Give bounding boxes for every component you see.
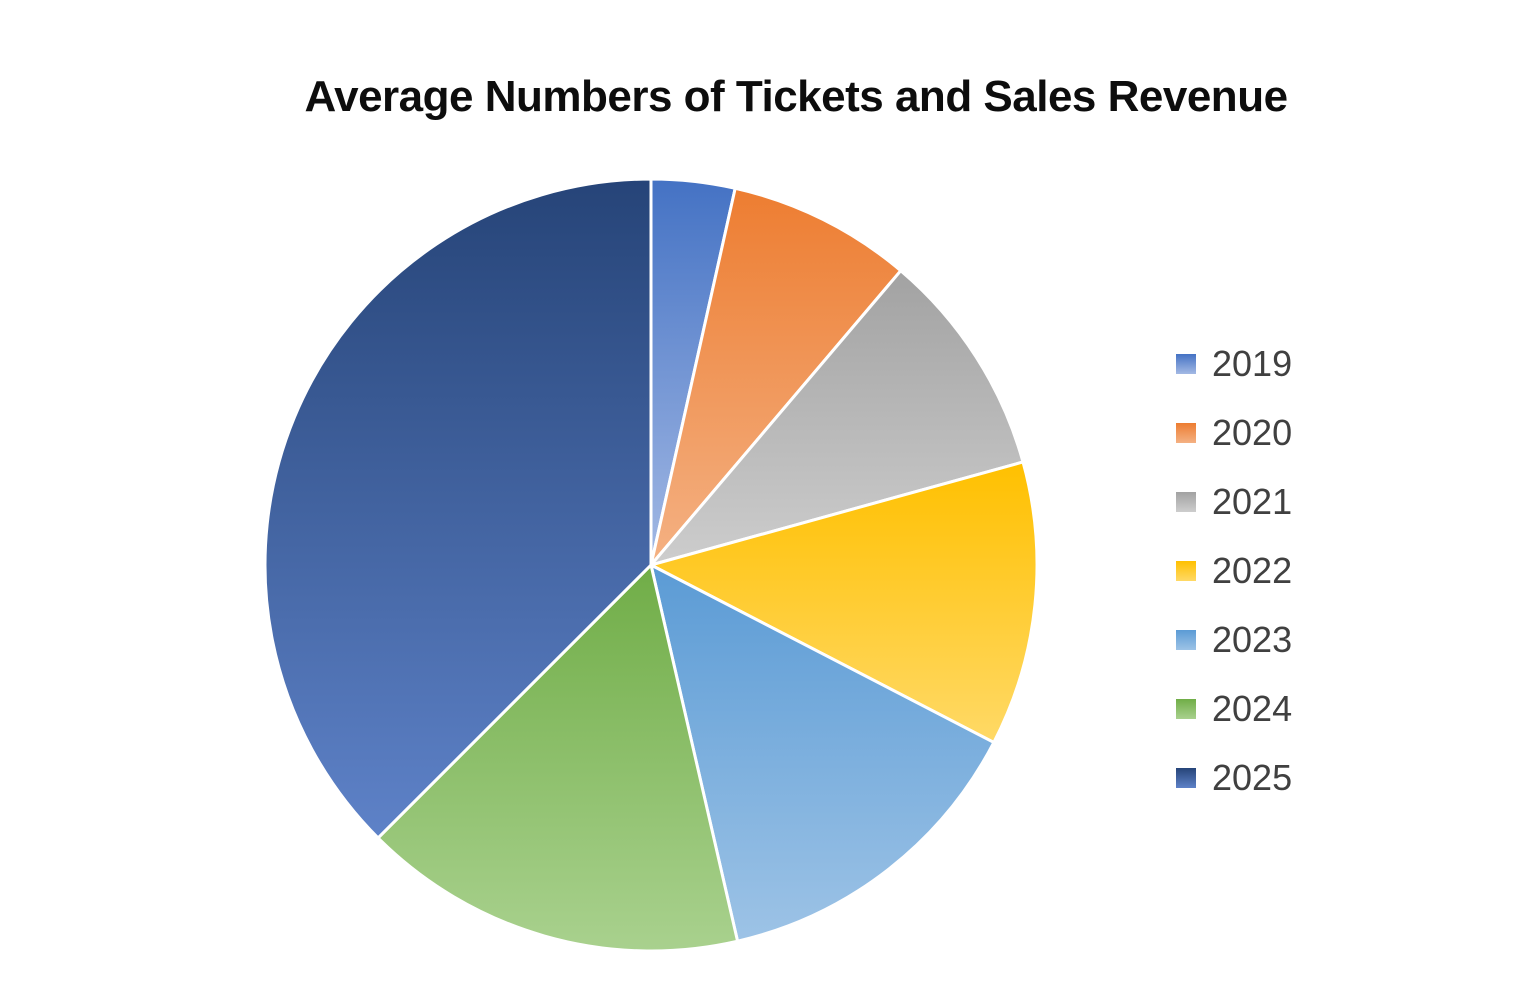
pie-slice-2025 (263, 177, 653, 840)
legend-label-2022: 2022 (1212, 549, 1293, 591)
pie-slice-2024 (376, 563, 740, 953)
legend-swatch-2021 (1176, 491, 1196, 512)
pie-slice-2021 (649, 269, 1025, 567)
legend-label-2021: 2021 (1212, 480, 1293, 522)
legend-swatch-2020 (1176, 422, 1196, 443)
legend-swatch-2024 (1176, 698, 1196, 719)
legend-swatch-2019 (1176, 353, 1196, 374)
legend-label-2019: 2019 (1212, 342, 1293, 384)
legend-swatch-2025 (1176, 767, 1196, 788)
legend-label-2025: 2025 (1212, 756, 1293, 798)
legend-swatch-2022 (1176, 560, 1196, 581)
legend-item-2023: 2023 (1176, 605, 1292, 674)
pie-slice-2022 (649, 460, 1039, 744)
legend-item-2022: 2022 (1176, 536, 1292, 605)
legend-item-2020: 2020 (1176, 398, 1292, 467)
legend-item-2021: 2021 (1176, 467, 1292, 536)
pie-slice-2020 (649, 186, 903, 567)
legend-label-2020: 2020 (1212, 411, 1293, 453)
legend-label-2024: 2024 (1212, 687, 1293, 729)
legend-item-2019: 2019 (1176, 329, 1292, 398)
legend-item-2025: 2025 (1176, 743, 1292, 812)
legend: 2019 2020 2021 2022 2023 2024 2025 (1176, 329, 1292, 812)
legend-swatch-2023 (1176, 629, 1196, 650)
legend-item-2024: 2024 (1176, 674, 1292, 743)
legend-label-2023: 2023 (1212, 618, 1293, 660)
pie-slice-2023 (649, 563, 996, 943)
chart-title: Average Numbers of Tickets and Sales Rev… (304, 72, 1288, 121)
